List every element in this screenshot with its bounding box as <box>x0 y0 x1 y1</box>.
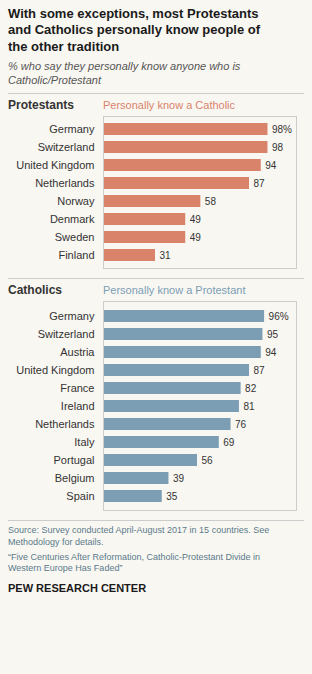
svg-text:87: 87 <box>254 178 266 189</box>
html-text:Source: Survey conducted April: Source: Survey conducted April-August 20… <box>8 525 270 547</box>
html-text:Personally know a Protestant: Personally know a Protestant <box>103 284 246 297</box>
svg-text:39: 39 <box>173 473 185 484</box>
svg-text:87: 87 <box>254 365 266 376</box>
svg-text:49: 49 <box>190 214 202 225</box>
svg-text:Spain: Spain <box>66 490 94 502</box>
svg-text:31: 31 <box>160 250 172 261</box>
svg-text:United Kingdom: United Kingdom <box>16 364 94 376</box>
html-text:PEW RESEARCH CENTER: PEW RESEARCH CENTER <box>8 582 147 595</box>
svg-text:Belgium: Belgium <box>55 472 95 484</box>
svg-text:76: 76 <box>235 419 247 430</box>
html-text:Protestants: Protestants <box>8 98 74 113</box>
svg-text:98: 98 <box>272 142 284 153</box>
svg-text:Switzerland: Switzerland <box>38 141 95 153</box>
svg-text:56: 56 <box>201 455 213 466</box>
svg-text:United Kingdom: United Kingdom <box>16 159 94 171</box>
html-text:% who say they personally know: % who say they personally know anyone wh… <box>8 59 241 86</box>
svg-text:94: 94 <box>265 347 277 358</box>
svg-text:35: 35 <box>166 491 178 502</box>
svg-text:Netherlands: Netherlands <box>35 418 95 430</box>
svg-text:81: 81 <box>243 401 255 412</box>
svg-text:96%: 96% <box>269 311 289 322</box>
svg-text:98%: 98% <box>272 124 292 135</box>
svg-text:95: 95 <box>267 329 279 340</box>
svg-text:58: 58 <box>205 196 217 207</box>
svg-text:Germany: Germany <box>49 123 95 135</box>
svg-text:France: France <box>60 382 94 394</box>
svg-text:Sweden: Sweden <box>55 231 95 243</box>
svg-text:94: 94 <box>265 160 277 171</box>
svg-text:Netherlands: Netherlands <box>35 177 95 189</box>
svg-text:Austria: Austria <box>60 346 95 358</box>
svg-text:Finland: Finland <box>58 249 94 261</box>
svg-text:Denmark: Denmark <box>50 213 95 225</box>
svg-text:82: 82 <box>245 383 257 394</box>
svg-text:Switzerland: Switzerland <box>38 328 95 340</box>
svg-text:Ireland: Ireland <box>61 400 95 412</box>
svg-text:49: 49 <box>190 232 202 243</box>
svg-text:Germany: Germany <box>49 310 95 322</box>
svg-text:Norway: Norway <box>57 195 95 207</box>
html-text:Catholics: Catholics <box>8 283 62 298</box>
html-text:“Five Centuries After Reformat: “Five Centuries After Reformation, Catho… <box>8 551 261 574</box>
svg-text:69: 69 <box>223 437 235 448</box>
html-text:Personally know a Catholic: Personally know a Catholic <box>103 99 236 112</box>
svg-text:Italy: Italy <box>74 436 95 448</box>
svg-text:Portugal: Portugal <box>54 454 95 466</box>
html-text:With some exceptions, most Pro: With some exceptions, most Protestants a… <box>8 6 261 54</box>
